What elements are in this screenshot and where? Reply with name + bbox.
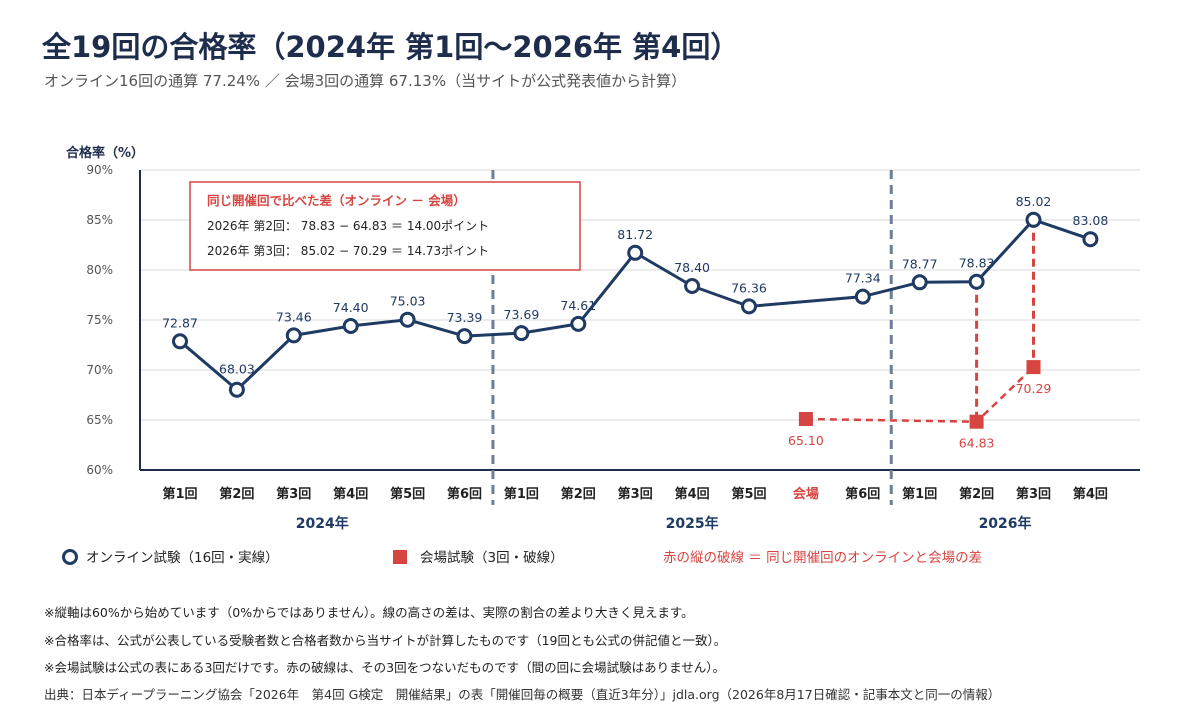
x-tick-label: 第4回 (675, 486, 710, 502)
note-rate: ※合格率は、公式が公表している受験者数と合格者数から当サイトが計算したものです（… (44, 633, 727, 648)
online-point (399, 311, 416, 328)
note-venue: ※会場試験は公式の表にある3回だけです。赤の破線は、その3回をつないだものです（… (44, 660, 726, 675)
x-tick-label: 会場 (793, 486, 819, 502)
venue-data-label: 70.29 (1016, 381, 1052, 396)
online-point (342, 318, 359, 334)
online-point (228, 381, 245, 398)
online-data-label: 75.03 (390, 294, 426, 309)
online-point (1025, 211, 1042, 228)
venue-data-label: 65.10 (788, 433, 824, 448)
online-point (854, 288, 871, 305)
venue-data-label: 64.83 (959, 436, 995, 451)
online-point (741, 298, 757, 315)
x-tick-label: 第2回 (561, 486, 596, 502)
chart-subtitle: オンライン16回の通算 77.24% ／ 会場3回の通算 67.13%（当サイト… (44, 72, 687, 90)
venue-point (1026, 360, 1041, 375)
online-point (172, 333, 188, 350)
y-tick-label: 90% (86, 163, 113, 177)
venue-point (969, 414, 984, 429)
year-label: 2026年 (979, 515, 1032, 532)
x-tick-label: 第6回 (845, 486, 880, 502)
online-point (627, 244, 644, 261)
online-point (570, 315, 587, 332)
venue-point (798, 412, 813, 426)
annotation-box (189, 181, 581, 271)
online-data-label: 78.83 (959, 256, 995, 271)
y-tick-label: 60% (86, 463, 113, 477)
chart-title: 全19回の合格率（2024年 第1回〜2026年 第4回） (42, 30, 740, 64)
online-data-label: 74.61 (560, 298, 596, 313)
online-point (456, 328, 473, 345)
x-tick-label: 第2回 (219, 486, 254, 502)
online-data-label: 77.34 (845, 271, 881, 286)
x-tick-label: 第3回 (618, 486, 653, 502)
online-point (968, 273, 985, 290)
online-data-label: 76.36 (731, 280, 767, 295)
year-label: 2024年 (296, 515, 349, 532)
legend-online-marker (62, 549, 78, 565)
x-tick-label: 第1回 (902, 486, 937, 502)
y-tick-label: 65% (86, 413, 113, 427)
y-axis-title: 合格率（%） (66, 145, 144, 161)
y-tick-label: 80% (86, 263, 113, 277)
online-data-label: 78.77 (902, 256, 938, 271)
x-tick-label: 第2回 (959, 486, 994, 502)
online-point (684, 278, 701, 294)
x-tick-label: 第1回 (162, 486, 197, 502)
venue-series-line (805, 366, 1035, 423)
online-point (285, 327, 302, 344)
online-data-label: 72.87 (162, 315, 198, 330)
x-tick-label: 第5回 (390, 486, 425, 502)
x-tick-label: 第5回 (731, 486, 766, 502)
year-label: 2025年 (666, 515, 719, 532)
legend-venue-marker (393, 550, 407, 564)
x-tick-label: 第6回 (447, 486, 482, 502)
note-axis: ※縦軸は60%から始めています（0%からではありません）。線の高さの差は、実際の… (44, 605, 694, 620)
y-tick-label: 75% (86, 313, 113, 327)
online-series-line (179, 218, 1091, 392)
online-data-label: 74.40 (333, 300, 369, 315)
online-point (1082, 231, 1099, 248)
annotation-title: 同じ開催回で比べた差（オンライン － 会場） (207, 193, 466, 208)
x-tick-label: 第3回 (276, 486, 311, 502)
online-data-label: 73.39 (447, 310, 483, 325)
online-point (513, 325, 530, 342)
y-tick-label: 70% (86, 363, 113, 377)
x-tick-label: 第4回 (333, 486, 368, 502)
legend-gap-note: 赤の縦の破線 ＝ 同じ開催回のオンラインと会場の差 (663, 550, 982, 566)
online-data-label: 85.02 (1016, 194, 1052, 209)
online-data-label: 73.46 (276, 309, 312, 324)
online-data-label: 68.03 (219, 362, 255, 377)
x-tick-label: 第3回 (1016, 486, 1051, 502)
online-data-label: 83.08 (1073, 213, 1109, 228)
online-data-label: 78.40 (674, 260, 710, 275)
online-data-label: 81.72 (617, 227, 653, 242)
y-tick-label: 85% (86, 213, 113, 227)
online-point (911, 274, 928, 291)
online-data-label: 73.69 (504, 307, 540, 322)
annotation-line: 2026年 第2回： 78.83 − 64.83 ＝ 14.00ポイント (207, 219, 489, 233)
x-tick-label: 第1回 (504, 486, 539, 502)
source-note: 出典：日本ディープラーニング協会「2026年 第4回 G検定 開催結果」の表「開… (44, 687, 1001, 702)
legend-venue-label: 会場試験（3回・破線） (420, 550, 564, 566)
x-tick-label: 第4回 (1073, 486, 1108, 502)
legend-online-label: オンライン試験（16回・実線） (86, 550, 279, 566)
annotation-line: 2026年 第3回： 85.02 − 70.29 ＝ 14.73ポイント (207, 244, 489, 258)
